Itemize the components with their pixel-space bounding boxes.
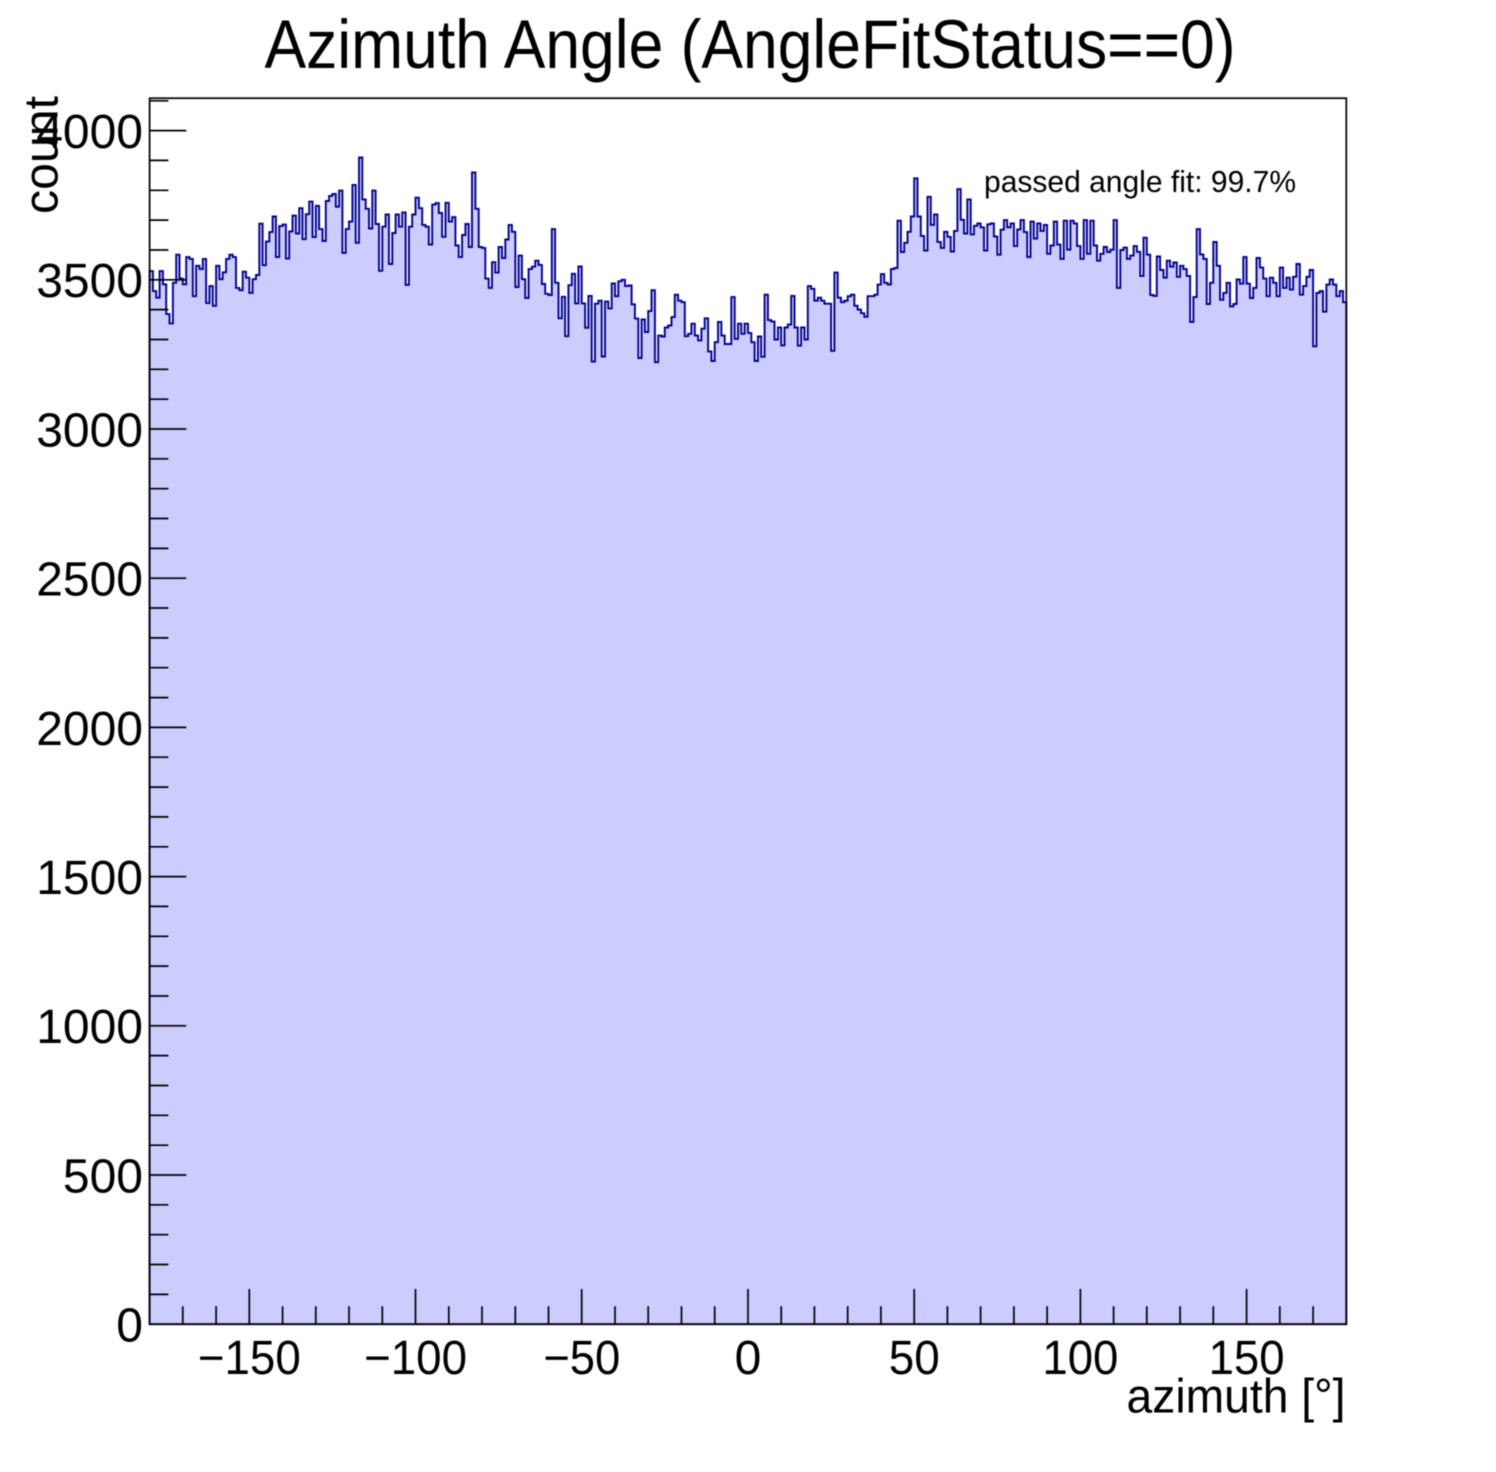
svg-text:−150: −150 xyxy=(198,1332,301,1385)
svg-text:passed angle fit: 99.7%: passed angle fit: 99.7% xyxy=(984,165,1296,199)
svg-text:Azimuth Angle (AngleFitStatus=: Azimuth Angle (AngleFitStatus==0) xyxy=(265,6,1236,83)
svg-text:1000: 1000 xyxy=(36,1001,143,1054)
svg-text:0: 0 xyxy=(116,1300,143,1353)
svg-text:500: 500 xyxy=(63,1150,143,1203)
svg-text:50: 50 xyxy=(889,1332,940,1385)
svg-text:2000: 2000 xyxy=(36,703,143,756)
svg-text:4000: 4000 xyxy=(36,106,143,159)
svg-text:count: count xyxy=(16,96,69,214)
svg-text:−50: −50 xyxy=(543,1332,620,1385)
svg-text:1500: 1500 xyxy=(36,852,143,905)
svg-text:100: 100 xyxy=(1042,1332,1118,1385)
svg-text:−100: −100 xyxy=(364,1332,467,1385)
svg-text:3000: 3000 xyxy=(36,404,143,457)
svg-text:150: 150 xyxy=(1209,1332,1285,1385)
svg-text:azimuth [°]: azimuth [°] xyxy=(1127,1371,1346,1424)
svg-text:3500: 3500 xyxy=(36,255,143,308)
svg-text:2500: 2500 xyxy=(36,554,143,607)
svg-text:0: 0 xyxy=(735,1332,762,1385)
